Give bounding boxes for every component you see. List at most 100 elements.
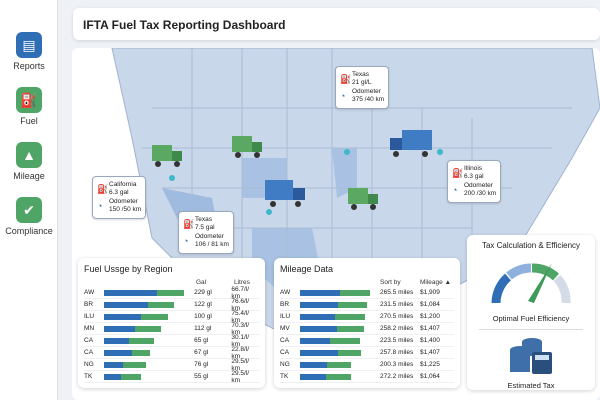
sidebar-item-mileage[interactable]: ▲ Mileage [0, 142, 58, 181]
value-2: 29.5/l/ km [231, 357, 250, 372]
value-2: $1,909 [420, 289, 440, 296]
table-row[interactable]: CA 223.5 miles $1,400 [280, 335, 454, 347]
state-callout[interactable]: ⛽ Texas 7.5 gal ◔ Odometer 106 / 81 km [178, 211, 234, 254]
odometer-value: 375 /40 km [352, 96, 385, 103]
sidebar-item-fuel[interactable]: ⛽ Fuel [0, 87, 58, 126]
stacked-bar [300, 289, 370, 296]
value-2: $1,407 [420, 325, 440, 332]
stacked-bar [300, 301, 370, 308]
table-row[interactable]: BR 231.5 miles $1,084 [280, 299, 454, 311]
sidebar-item-label: Fuel [20, 116, 38, 126]
table-row[interactable]: ILU 100 gl 75.4/l/ km [84, 309, 259, 324]
stacked-bar [103, 361, 184, 368]
table-row[interactable]: ILU 270.5 miles $1,200 [280, 311, 454, 323]
odometer-icon: ◔ [340, 91, 346, 101]
sort-by-header[interactable]: Sort by [380, 278, 401, 286]
value-2: 22.8/l/ km [231, 345, 250, 360]
bar-blue [300, 361, 328, 368]
fuel-pump-icon: ⛽ [452, 168, 464, 178]
table-row[interactable]: NG 200.3 miles $1,225 [280, 359, 454, 371]
odometer-icon: ◔ [452, 185, 458, 195]
bar-blue [300, 301, 338, 308]
odometer-label: Odometer [464, 182, 493, 189]
stacked-bar [300, 337, 370, 344]
efficiency-gauge [491, 263, 571, 304]
value-1: 272.2 miles [380, 373, 414, 380]
estimated-tax-label[interactable]: Estimated Tax [507, 381, 555, 390]
region-label: CA [84, 349, 94, 356]
tax-efficiency-panel: Tax Calculation & Efficiency Optimal Fue… [467, 235, 595, 390]
value-1: 122 gl [194, 301, 212, 308]
odometer-label: Odometer [352, 88, 381, 95]
table-row[interactable]: BR 122 gl 76.6/l/ km [84, 298, 259, 312]
bar-blue [300, 373, 326, 380]
bar-blue [300, 349, 338, 356]
table-row[interactable]: TK 55 gl 29.5/l/ km [84, 370, 259, 384]
region-label: NG [84, 361, 94, 368]
table-row[interactable]: AW 265.5 miles $1,909 [280, 287, 454, 299]
sidebar-item-compliance[interactable]: ✔ Compliance [0, 197, 58, 236]
table-row[interactable]: AW 229 gl 66.7/l/ km [84, 286, 259, 300]
bar-blue [300, 337, 331, 344]
value-1: 112 gl [194, 325, 212, 332]
value-1: 257.8 miles [380, 349, 414, 356]
truck-icon [152, 143, 184, 174]
value-2: $1,200 [420, 313, 440, 320]
region-label: ILU [280, 313, 291, 320]
region-label: TK [84, 373, 93, 380]
column-header[interactable]: Litres [234, 278, 250, 286]
road-icon: ▲ [16, 142, 42, 168]
value-2: 70.3/l/ km [231, 321, 250, 336]
value-2: 75.4/l/ km [231, 309, 250, 324]
truck-icon [390, 128, 434, 165]
stacked-bar [103, 373, 184, 380]
state-callout[interactable]: ⛽ Illinois 6.3 gal ◔ Odometer 200 /30 km [447, 160, 502, 203]
region-label: MV [280, 325, 290, 332]
table-row[interactable]: MN 112 gl 70.3/l/ km [84, 321, 259, 336]
bar-blue [103, 349, 132, 356]
table-row[interactable]: NG 76 gl 29.5/l/ km [84, 357, 259, 372]
table-row[interactable]: CA 67 gl 22.8/l/ km [84, 345, 259, 360]
odometer-value: 150 /50 km [109, 206, 142, 213]
fuel-pump-icon: ⛽ [183, 219, 195, 229]
fuel-value: 6.3 gal [109, 189, 129, 196]
region-label: BR [84, 301, 94, 308]
sidebar-item-reports[interactable]: ▤ Reports [0, 32, 58, 71]
table-row[interactable]: CA 257.8 miles $1,407 [280, 347, 454, 359]
region-label: ILU [84, 313, 95, 320]
mileage-sort-header[interactable]: Mileage ▲ [420, 278, 452, 286]
state-name: Illinois [464, 165, 483, 172]
state-callout[interactable]: ⛽ California 6.3 gal ◔ Odometer 150 /50 km [92, 176, 147, 219]
value-1: 223.5 miles [380, 337, 414, 344]
coins-calculator-icon [510, 338, 552, 374]
value-2: 30.1/l/ km [231, 333, 250, 348]
state-name: Texas [352, 71, 369, 78]
odometer-label: Odometer [195, 233, 224, 240]
stacked-bar [103, 313, 184, 320]
panel-title: Tax Calculation & Efficiency [481, 241, 581, 250]
bar-green [103, 361, 147, 368]
stacked-bar [103, 289, 185, 296]
column-header[interactable]: Gal [196, 278, 207, 286]
region-label: BR [280, 301, 290, 308]
value-1: 265.5 miles [380, 289, 414, 296]
table-row[interactable]: TK 272.2 miles $1,064 [280, 371, 454, 383]
fuel-pump-icon: ⛽ [340, 74, 352, 84]
stacked-bar [300, 361, 370, 368]
value-1: 100 gl [194, 313, 212, 320]
table-row[interactable]: MV 258.2 miles $1,407 [280, 323, 454, 335]
fuel-usage-panel: Fuel Ussge by Region Gal Litres AW 229 gl 6… [78, 258, 265, 388]
stacked-bar [103, 349, 184, 356]
region-label: CA [280, 337, 290, 344]
stacked-bar [103, 301, 184, 308]
stacked-bar [300, 349, 370, 356]
stacked-bar [300, 373, 370, 380]
sidebar-item-label: Reports [13, 61, 45, 71]
value-1: 200.3 miles [380, 361, 414, 368]
state-callout[interactable]: ⛽ Texas 21 gl/L ◔ Odometer 375 /40 km [335, 66, 390, 109]
fuel-value: 21 gl/L [352, 79, 372, 86]
sidebar-item-label: Compliance [5, 226, 53, 236]
table-row[interactable]: CA 65 gl 30.1/l/ km [84, 333, 259, 348]
fuel-pump-icon: ⛽ [97, 184, 109, 194]
stacked-bar [103, 325, 184, 332]
